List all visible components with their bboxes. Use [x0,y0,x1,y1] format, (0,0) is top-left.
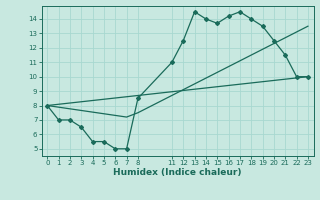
X-axis label: Humidex (Indice chaleur): Humidex (Indice chaleur) [113,168,242,177]
